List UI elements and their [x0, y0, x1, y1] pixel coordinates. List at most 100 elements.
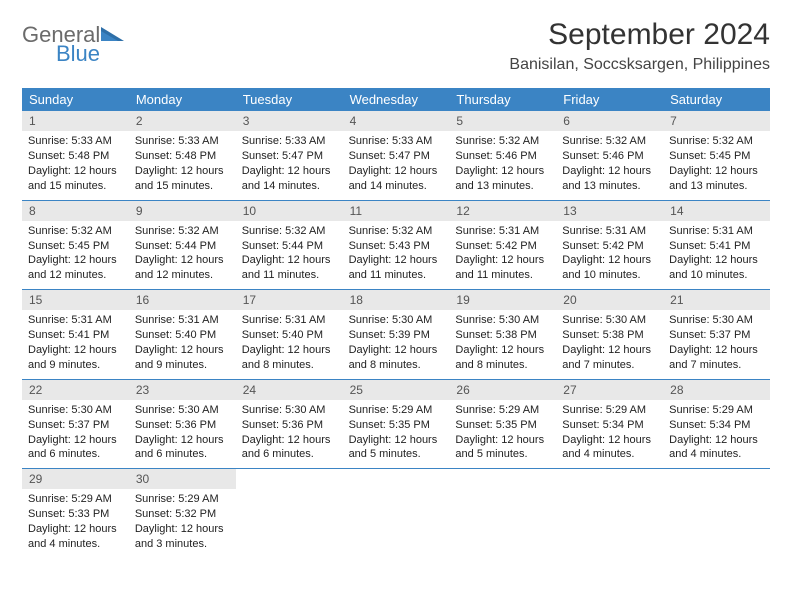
day-number: 20: [556, 290, 663, 310]
day-detail-line: Daylight: 12 hours: [455, 253, 550, 268]
calendar-day-cell: 15Sunrise: 5:31 AMSunset: 5:41 PMDayligh…: [22, 290, 129, 379]
calendar-day-cell: 22Sunrise: 5:30 AMSunset: 5:37 PMDayligh…: [22, 380, 129, 469]
day-details: Sunrise: 5:30 AMSunset: 5:38 PMDaylight:…: [449, 310, 556, 378]
day-detail-line: Sunrise: 5:30 AM: [28, 403, 123, 418]
calendar-day-cell: 12Sunrise: 5:31 AMSunset: 5:42 PMDayligh…: [449, 201, 556, 290]
day-number: 25: [343, 380, 450, 400]
calendar-day-cell: 5Sunrise: 5:32 AMSunset: 5:46 PMDaylight…: [449, 111, 556, 200]
day-detail-line: Daylight: 12 hours: [455, 164, 550, 179]
brand-logo: General Blue: [22, 18, 126, 65]
day-detail-line: Daylight: 12 hours: [28, 253, 123, 268]
day-detail-line: and 11 minutes.: [349, 268, 444, 283]
day-number: 13: [556, 201, 663, 221]
day-detail-line: Sunset: 5:37 PM: [28, 418, 123, 433]
day-detail-line: Sunrise: 5:30 AM: [135, 403, 230, 418]
day-detail-line: Sunrise: 5:30 AM: [562, 313, 657, 328]
day-detail-line: Daylight: 12 hours: [349, 164, 444, 179]
day-details: Sunrise: 5:30 AMSunset: 5:36 PMDaylight:…: [129, 400, 236, 468]
day-details: Sunrise: 5:29 AMSunset: 5:33 PMDaylight:…: [22, 489, 129, 557]
day-detail-line: and 12 minutes.: [135, 268, 230, 283]
day-details: Sunrise: 5:29 AMSunset: 5:35 PMDaylight:…: [343, 400, 450, 468]
calendar-day-cell: 18Sunrise: 5:30 AMSunset: 5:39 PMDayligh…: [343, 290, 450, 379]
calendar-day-cell: .....: [343, 469, 450, 558]
day-detail-line: Sunset: 5:35 PM: [455, 418, 550, 433]
day-details: Sunrise: 5:31 AMSunset: 5:41 PMDaylight:…: [663, 221, 770, 289]
calendar: SundayMondayTuesdayWednesdayThursdayFrid…: [22, 88, 770, 558]
day-detail-line: Daylight: 12 hours: [28, 522, 123, 537]
day-detail-line: Sunrise: 5:30 AM: [669, 313, 764, 328]
day-detail-line: Sunrise: 5:31 AM: [242, 313, 337, 328]
weekday-header: Friday: [556, 88, 663, 111]
day-detail-line: Daylight: 12 hours: [669, 433, 764, 448]
day-detail-line: Sunrise: 5:33 AM: [28, 134, 123, 149]
day-details: Sunrise: 5:29 AMSunset: 5:35 PMDaylight:…: [449, 400, 556, 468]
day-detail-line: and 7 minutes.: [669, 358, 764, 373]
calendar-day-cell: 3Sunrise: 5:33 AMSunset: 5:47 PMDaylight…: [236, 111, 343, 200]
day-detail-line: Sunrise: 5:33 AM: [135, 134, 230, 149]
day-detail-line: and 9 minutes.: [28, 358, 123, 373]
calendar-day-cell: 23Sunrise: 5:30 AMSunset: 5:36 PMDayligh…: [129, 380, 236, 469]
calendar-day-cell: 16Sunrise: 5:31 AMSunset: 5:40 PMDayligh…: [129, 290, 236, 379]
calendar-week-row: 1Sunrise: 5:33 AMSunset: 5:48 PMDaylight…: [22, 111, 770, 201]
day-detail-line: and 10 minutes.: [562, 268, 657, 283]
day-number: 16: [129, 290, 236, 310]
day-detail-line: Sunset: 5:38 PM: [455, 328, 550, 343]
day-details: Sunrise: 5:33 AMSunset: 5:47 PMDaylight:…: [343, 131, 450, 199]
day-detail-line: Sunset: 5:48 PM: [28, 149, 123, 164]
weekday-header: Wednesday: [343, 88, 450, 111]
calendar-day-cell: 19Sunrise: 5:30 AMSunset: 5:38 PMDayligh…: [449, 290, 556, 379]
weekday-header: Monday: [129, 88, 236, 111]
day-number: 30: [129, 469, 236, 489]
day-detail-line: Sunset: 5:36 PM: [135, 418, 230, 433]
day-detail-line: and 14 minutes.: [349, 179, 444, 194]
day-number: 8: [22, 201, 129, 221]
day-detail-line: Sunrise: 5:32 AM: [562, 134, 657, 149]
day-detail-line: and 11 minutes.: [455, 268, 550, 283]
day-details: Sunrise: 5:30 AMSunset: 5:38 PMDaylight:…: [556, 310, 663, 378]
calendar-day-cell: 13Sunrise: 5:31 AMSunset: 5:42 PMDayligh…: [556, 201, 663, 290]
day-details: Sunrise: 5:31 AMSunset: 5:40 PMDaylight:…: [236, 310, 343, 378]
day-detail-line: Daylight: 12 hours: [135, 433, 230, 448]
day-detail-line: and 7 minutes.: [562, 358, 657, 373]
day-detail-line: and 15 minutes.: [28, 179, 123, 194]
calendar-day-cell: 8Sunrise: 5:32 AMSunset: 5:45 PMDaylight…: [22, 201, 129, 290]
day-detail-line: Sunrise: 5:33 AM: [349, 134, 444, 149]
day-detail-line: and 5 minutes.: [455, 447, 550, 462]
day-detail-line: Sunset: 5:34 PM: [562, 418, 657, 433]
day-detail-line: Daylight: 12 hours: [349, 253, 444, 268]
day-detail-line: Daylight: 12 hours: [562, 343, 657, 358]
day-detail-line: and 8 minutes.: [242, 358, 337, 373]
flag-icon: [100, 25, 126, 47]
day-detail-line: Sunrise: 5:29 AM: [455, 403, 550, 418]
day-detail-line: and 6 minutes.: [242, 447, 337, 462]
day-details: Sunrise: 5:33 AMSunset: 5:48 PMDaylight:…: [22, 131, 129, 199]
day-detail-line: Sunset: 5:32 PM: [135, 507, 230, 522]
day-number: 11: [343, 201, 450, 221]
day-detail-line: Sunset: 5:36 PM: [242, 418, 337, 433]
calendar-day-cell: 10Sunrise: 5:32 AMSunset: 5:44 PMDayligh…: [236, 201, 343, 290]
calendar-day-cell: 14Sunrise: 5:31 AMSunset: 5:41 PMDayligh…: [663, 201, 770, 290]
day-details: Sunrise: 5:31 AMSunset: 5:42 PMDaylight:…: [556, 221, 663, 289]
day-detail-line: Sunset: 5:34 PM: [669, 418, 764, 433]
day-number: 26: [449, 380, 556, 400]
day-detail-line: Daylight: 12 hours: [562, 253, 657, 268]
day-detail-line: Daylight: 12 hours: [349, 433, 444, 448]
day-number: 9: [129, 201, 236, 221]
calendar-day-cell: 2Sunrise: 5:33 AMSunset: 5:48 PMDaylight…: [129, 111, 236, 200]
day-number: 29: [22, 469, 129, 489]
header: General Blue September 2024 Banisilan, S…: [22, 18, 770, 74]
day-detail-line: Sunrise: 5:31 AM: [28, 313, 123, 328]
day-detail-line: Daylight: 12 hours: [135, 164, 230, 179]
day-detail-line: Daylight: 12 hours: [562, 164, 657, 179]
day-number: 19: [449, 290, 556, 310]
calendar-day-cell: .....: [556, 469, 663, 558]
day-detail-line: Sunrise: 5:31 AM: [135, 313, 230, 328]
calendar-day-cell: 25Sunrise: 5:29 AMSunset: 5:35 PMDayligh…: [343, 380, 450, 469]
day-number: 21: [663, 290, 770, 310]
day-detail-line: Sunset: 5:41 PM: [28, 328, 123, 343]
day-detail-line: Sunset: 5:40 PM: [242, 328, 337, 343]
day-detail-line: and 4 minutes.: [28, 537, 123, 552]
day-detail-line: and 9 minutes.: [135, 358, 230, 373]
day-details: Sunrise: 5:30 AMSunset: 5:36 PMDaylight:…: [236, 400, 343, 468]
weekday-header: Thursday: [449, 88, 556, 111]
